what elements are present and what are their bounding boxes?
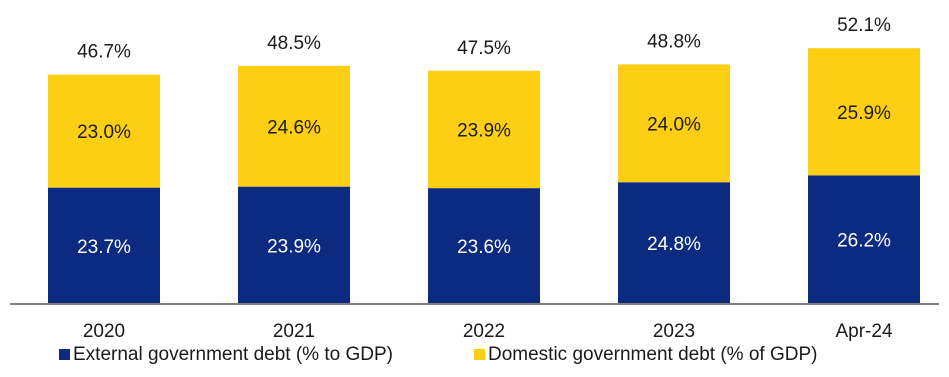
legend-swatch-domestic [474,349,485,360]
x-tick-labels: 2020 2021 2022 2023 Apr-24 [83,321,893,342]
data-label-domestic: 23.9% [457,120,511,141]
data-label-external: 26.2% [837,231,891,252]
bar-domestic-2023 [618,64,730,183]
bars-layer: 23.7% 23.0% 46.7% 23.9% 24.6% 48.5% 23.6% 23.9%… [48,15,920,304]
total-label: 48.8% [647,31,701,52]
x-tick-label: 2021 [273,321,315,342]
data-label-external: 23.7% [77,237,131,258]
total-label: 52.1% [837,15,891,36]
data-label-domestic: 24.0% [647,114,701,135]
x-tick-label: 2023 [653,321,695,342]
bar-external-2021 [238,186,350,304]
legend-label-domestic: Domestic government debt (% of GDP) [488,344,817,365]
bar-domestic-2021 [238,65,350,187]
bar-external-2023 [618,182,730,304]
data-label-domestic: 23.0% [77,122,131,143]
total-label: 48.5% [267,33,321,54]
total-label: 46.7% [77,42,131,63]
bar-domestic-2020 [48,74,160,188]
x-tick-label: 2020 [83,321,125,342]
bar-domestic-apr-24 [808,48,920,176]
bar-external-apr-24 [808,175,920,304]
data-label-external: 24.8% [647,234,701,255]
legend: External government debt (% to GDP) Dome… [59,344,817,365]
data-label-external: 23.9% [267,236,321,257]
data-label-domestic: 25.9% [837,103,891,124]
x-tick-label: Apr-24 [835,321,892,342]
bar-external-2022 [428,188,540,304]
x-tick-label: 2022 [463,321,505,342]
legend-swatch-external [59,349,70,360]
bar-external-2020 [48,187,160,304]
data-label-domestic: 24.6% [267,117,321,138]
bar-domestic-2022 [428,70,540,189]
legend-label-external: External government debt (% to GDP) [73,344,393,365]
total-label: 47.5% [457,38,511,59]
data-label-external: 23.6% [457,237,511,258]
